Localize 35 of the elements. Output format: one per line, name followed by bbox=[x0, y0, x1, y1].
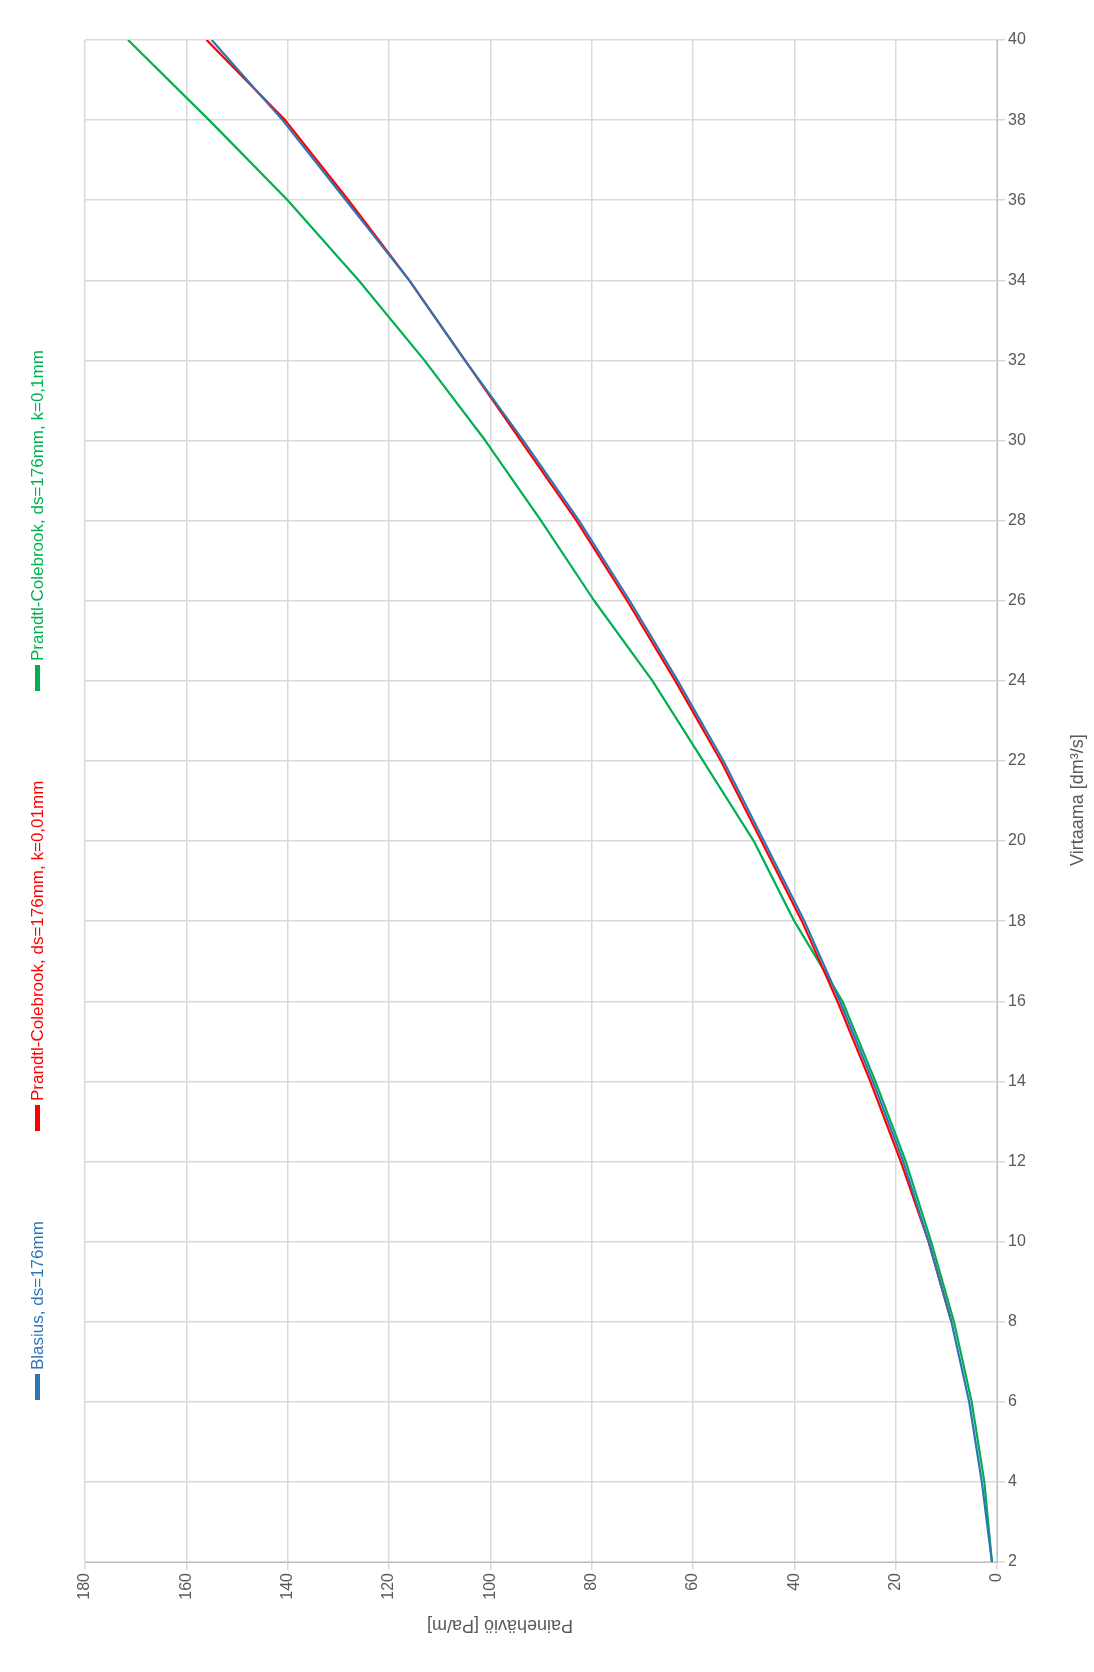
y-tick-label: 26 bbox=[1008, 591, 1026, 609]
y-tick-label: 10 bbox=[1008, 1231, 1026, 1249]
y-tick-label: 24 bbox=[1008, 671, 1026, 689]
y-tick-label: 4 bbox=[1008, 1472, 1017, 1490]
y-axis-title: Virtaama [dm³/s] bbox=[1067, 733, 1088, 868]
y-tick-label: 2 bbox=[1008, 1552, 1017, 1570]
x-axis-title: Painehäviö [Pa/m] bbox=[425, 1615, 575, 1636]
y-tick-label: 30 bbox=[1008, 430, 1026, 448]
x-tick-label: 40 bbox=[784, 1572, 802, 1591]
y-tick-label: 18 bbox=[1008, 911, 1026, 929]
y-tick-label: 6 bbox=[1008, 1392, 1017, 1410]
x-tick-label: 140 bbox=[278, 1572, 296, 1600]
x-tick-label: 180 bbox=[75, 1572, 93, 1600]
y-tick-label: 28 bbox=[1008, 511, 1026, 529]
x-tick-label: 120 bbox=[379, 1572, 397, 1600]
y-tick-label: 38 bbox=[1008, 110, 1026, 128]
y-tick-label: 16 bbox=[1008, 991, 1026, 1009]
y-tick-label: 32 bbox=[1008, 350, 1026, 368]
x-tick-label: 160 bbox=[176, 1572, 194, 1600]
text: Prandtl-Colebrook, ds=176mm, k=0,1mm bbox=[28, 350, 48, 661]
x-tick-label: 20 bbox=[886, 1572, 904, 1591]
y-tick-label: 40 bbox=[1008, 30, 1026, 48]
y-tick-label: 8 bbox=[1008, 1312, 1017, 1330]
text: Prandtl-Colebrook, ds=176mm, k=0,01mm bbox=[28, 780, 48, 1102]
text: Blasius, ds=176mm bbox=[28, 1221, 48, 1370]
y-tick-label: 20 bbox=[1008, 831, 1026, 849]
y-tick-label: 36 bbox=[1008, 190, 1026, 208]
x-tick-label: 0 bbox=[987, 1572, 1005, 1582]
y-tick-label: 14 bbox=[1008, 1071, 1026, 1089]
y-tick-label: 12 bbox=[1008, 1151, 1026, 1169]
y-tick-label: 22 bbox=[1008, 751, 1026, 769]
x-tick-label: 80 bbox=[582, 1572, 600, 1591]
x-tick-label: 60 bbox=[683, 1572, 701, 1591]
y-tick-label: 34 bbox=[1008, 270, 1026, 288]
x-tick-label: 100 bbox=[480, 1572, 498, 1600]
